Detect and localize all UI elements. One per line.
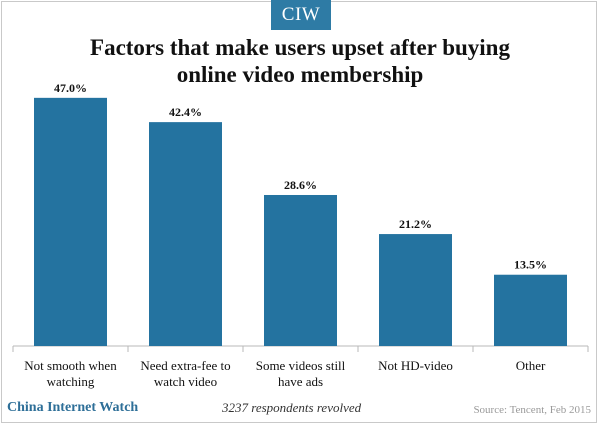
- category-label: watching: [47, 374, 95, 389]
- logo-text: CIW: [281, 4, 321, 25]
- ciw-logo: CIW: [271, 0, 331, 30]
- bar: [34, 97, 107, 346]
- data-label: 28.6%: [284, 178, 317, 192]
- bar: [379, 234, 452, 346]
- bar: [494, 274, 567, 346]
- data-label: 21.2%: [399, 217, 432, 231]
- data-label: 47.0%: [54, 81, 87, 95]
- source-note: Source: Tencent, Feb 2015: [473, 404, 591, 416]
- data-label: 42.4%: [169, 105, 202, 119]
- category-label: Some videos still: [256, 358, 346, 373]
- category-label: watch video: [154, 374, 217, 389]
- bar: [149, 122, 222, 347]
- chart-title-line-1: Factors that make users upset after buyi…: [90, 35, 510, 60]
- data-label: 13.5%: [514, 258, 547, 272]
- chart-title: Factors that make users upset after buyi…: [0, 34, 600, 88]
- category-label: Not smooth when: [24, 358, 117, 373]
- category-label: Not HD-video: [378, 358, 453, 373]
- chart-title-line-2: online video membership: [176, 62, 424, 87]
- footer-brand: China Internet Watch: [7, 400, 139, 415]
- respondents-note: 3237 respondents revolved: [222, 400, 362, 415]
- category-label: Other: [516, 358, 546, 373]
- category-label: have ads: [278, 374, 323, 389]
- bar: [264, 194, 337, 346]
- category-label: Need extra-fee to: [140, 358, 230, 373]
